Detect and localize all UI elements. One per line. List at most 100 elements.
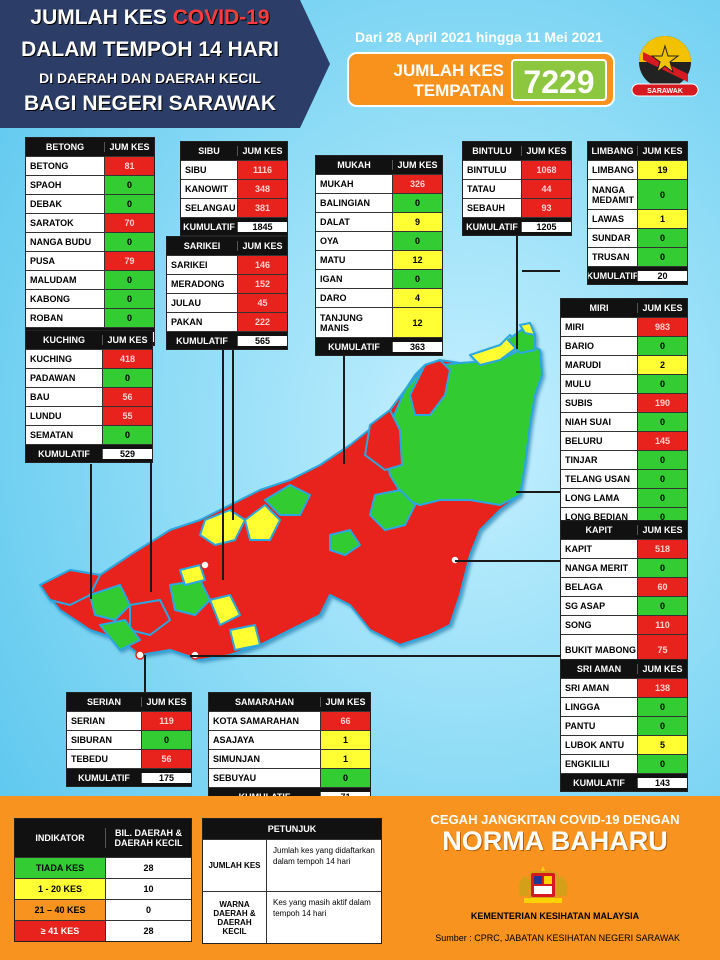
table-row: SIMUNJAN 1	[209, 749, 370, 768]
district-name: SIMUNJAN	[213, 754, 261, 764]
district-name: LINGGA	[565, 702, 600, 712]
table-footer: KUMULATIF 1205	[463, 217, 571, 235]
table-row: LUNDU 55	[26, 406, 152, 425]
division-table-sri-aman: SRI AMAN JUM KES SRI AMAN 138 LINGGA 0 PANTU 0 L…	[560, 659, 688, 792]
district-name: MATU	[320, 255, 346, 265]
table-header: BINTULU JUM KES	[463, 142, 571, 160]
district-name: LAWAS	[592, 214, 625, 224]
table-row: KAPIT 518	[561, 539, 687, 558]
district-cases: 326	[392, 175, 442, 193]
column-header: JUM KES	[102, 335, 152, 345]
district-cases: 9	[392, 213, 442, 231]
district-name: ROBAN	[30, 313, 63, 323]
indicator-label: 1 - 20 KES	[15, 879, 105, 899]
table-header: BETONG JUM KES	[26, 138, 154, 156]
table-row: DEBAK 0	[26, 194, 154, 213]
district-name: SEBAUH	[467, 203, 506, 213]
table-row: IGAN 0	[316, 269, 442, 288]
table-row: SG ASAP 0	[561, 596, 687, 615]
district-cases: 0	[637, 755, 687, 773]
division-table-limbang: LIMBANG JUM KES LIMBANG 19 NANGA MEDAMIT 0 LAW…	[587, 141, 688, 285]
district-name: LONG BEDIAN	[565, 512, 628, 522]
table-row: DALAT 9	[316, 212, 442, 231]
column-header: JUM KES	[320, 697, 370, 707]
table-row: SRI AMAN 138	[561, 678, 687, 697]
district-name: KABONG	[30, 294, 70, 304]
division-name: SRI AMAN	[576, 664, 622, 674]
district-cases: 60	[637, 578, 687, 596]
district-name: DARO	[320, 293, 347, 303]
district-name: SPAOH	[30, 180, 62, 190]
kumulatif-value: 175	[141, 772, 191, 783]
district-name: SUBIS	[565, 398, 593, 408]
district-name: SARIKEI	[171, 260, 208, 270]
district-name: BUKIT MABONG	[565, 644, 636, 655]
leader-line	[455, 560, 560, 562]
district-name: NIAH SUAI	[565, 417, 612, 427]
table-row: NIAH SUAI 0	[561, 412, 687, 431]
table-row: MIRI 983	[561, 317, 687, 336]
district-name: MIRI	[565, 322, 584, 332]
district-cases: 1116	[237, 161, 287, 179]
date-range: Dari 28 April 2021 hingga 11 Mei 2021	[355, 29, 603, 45]
district-cases: 5	[637, 736, 687, 754]
table-row: SARIKEI 146	[167, 255, 287, 274]
district-name: DALAT	[320, 217, 350, 227]
division-name: LIMBANG	[591, 146, 634, 156]
district-name: PANTU	[565, 721, 596, 731]
table-row: TINJAR 0	[561, 450, 687, 469]
kumulatif-value: 143	[637, 777, 687, 788]
column-header: JUM KES	[104, 142, 154, 152]
division-table-sarikei: SARIKEI JUM KES SARIKEI 146 MERADONG 152 JULAU…	[166, 236, 288, 350]
district-name: KOTA SAMARAHAN	[213, 716, 299, 726]
column-header: JUM KES	[637, 664, 687, 674]
title-line-1: JUMLAH KES COVID-19	[0, 6, 300, 30]
division-table-kapit: KAPIT JUM KES KAPIT 518 NANGA MERIT 0 BELAGA 60…	[560, 520, 688, 683]
division-table-mukah: MUKAH JUM KES MUKAH 326 BALINGIAN 0 DALAT 9 OYA 0…	[315, 155, 443, 356]
district-name: TATAU	[467, 184, 496, 194]
title-line-2: DALAM TEMPOH 14 HARI	[21, 38, 279, 61]
division-table-samarahan: SAMARAHAN JUM KES KOTA SAMARAHAN 66 ASAJAYA 1…	[208, 692, 371, 806]
district-cases: 983	[637, 318, 687, 336]
table-header: SIBU JUM KES	[181, 142, 287, 160]
kumulatif-value: 20	[637, 270, 687, 281]
district-cases: 0	[320, 769, 370, 787]
district-name: MUKAH	[320, 179, 354, 189]
table-header: SRI AMAN JUM KES	[561, 660, 687, 678]
district-name: SRI AMAN	[565, 683, 610, 693]
kumulatif-value: 1205	[521, 221, 571, 232]
total-cases-label: JUMLAH KES TEMPATAN	[393, 61, 504, 100]
district-cases: 44	[521, 180, 571, 198]
district-cases: 0	[104, 176, 154, 194]
district-cases: 2	[637, 356, 687, 374]
table-header: MUKAH JUM KES	[316, 156, 442, 174]
table-row: TANJUNG MANIS 12	[316, 307, 442, 337]
table-row: KABONG 0	[26, 289, 154, 308]
indicator-label: 21 – 40 KES	[15, 900, 105, 920]
column-header: JUM KES	[237, 146, 287, 156]
district-name: SIBURAN	[71, 735, 113, 745]
table-row: BELAGA 60	[561, 577, 687, 596]
district-cases: 0	[637, 375, 687, 393]
malaysia-crest-icon	[518, 866, 568, 903]
district-cases: 0	[637, 597, 687, 615]
district-name: ASAJAYA	[213, 735, 255, 745]
indicator-row: ≥ 41 KES 28	[15, 920, 191, 941]
district-name: TANJUNG MANIS	[320, 312, 363, 333]
table-row: SUBIS 190	[561, 393, 687, 412]
district-name: MARUDI	[565, 360, 601, 370]
district-cases: 0	[104, 290, 154, 308]
district-cases: 45	[237, 294, 287, 312]
district-name: OYA	[320, 236, 339, 246]
division-name: BINTULU	[472, 146, 512, 156]
district-name: BETONG	[30, 161, 69, 171]
column-header: JUM KES	[637, 146, 687, 156]
indicator-label: ≥ 41 KES	[15, 921, 105, 941]
table-row: NANGA MERIT 0	[561, 558, 687, 577]
district-cases: 0	[392, 194, 442, 212]
legend-desc: Jumlah kes yang didaftarkan dalam tempoh…	[266, 840, 381, 891]
table-row: OYA 0	[316, 231, 442, 250]
district-name: TRUSAN	[592, 252, 630, 262]
division-table-miri: MIRI JUM KES MIRI 983 BARIO 0 MARUDI 2 MULU 0 SUBI…	[560, 298, 688, 545]
